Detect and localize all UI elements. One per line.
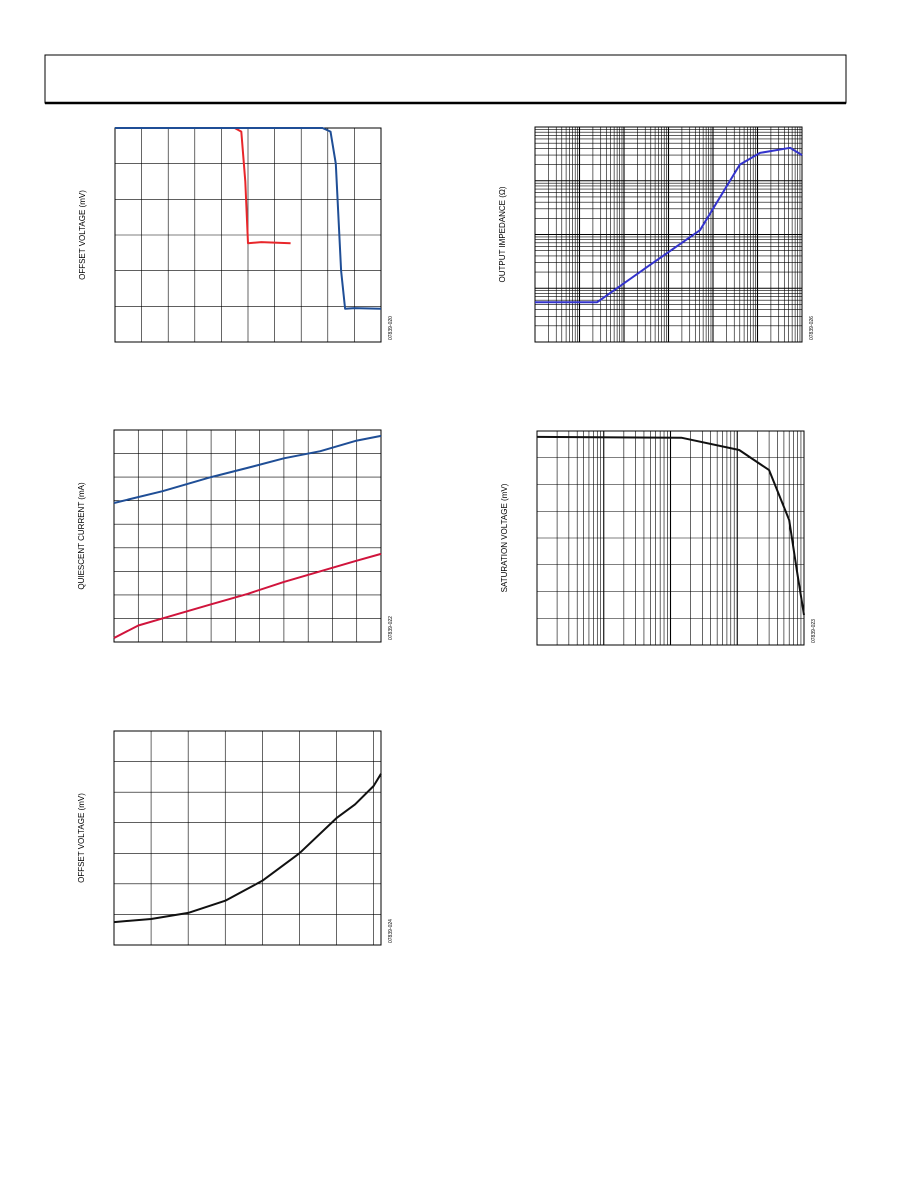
data-line	[113, 552, 382, 639]
data-line	[535, 146, 803, 304]
figure-id: 07839-020	[388, 316, 394, 340]
header-box	[44, 54, 847, 104]
y-axis-label: QUIESCENT CURRENT (mA)	[77, 482, 86, 590]
data-line	[113, 773, 382, 924]
y-axis-label: OFFSET VOLTAGE (mV)	[78, 190, 87, 280]
figure-id: 07839-022	[388, 616, 394, 640]
data-line	[113, 434, 382, 504]
plot-frame	[534, 126, 803, 343]
data-line	[115, 127, 382, 310]
figure-id: 07839-023	[811, 619, 817, 643]
figure-id: 07839-026	[809, 316, 815, 340]
plot-frame	[113, 730, 382, 946]
plot-frame	[113, 429, 382, 643]
plot-frame	[536, 430, 805, 646]
y-axis-label: OUTPUT IMPEDANCE (Ω)	[498, 186, 507, 282]
y-axis-label: SATURATION VOLTAGE (mV)	[500, 483, 509, 592]
figure-id: 07839-024	[388, 919, 394, 943]
y-axis-label: OFFSET VOLTAGE (mV)	[77, 793, 86, 883]
data-line	[536, 435, 805, 616]
